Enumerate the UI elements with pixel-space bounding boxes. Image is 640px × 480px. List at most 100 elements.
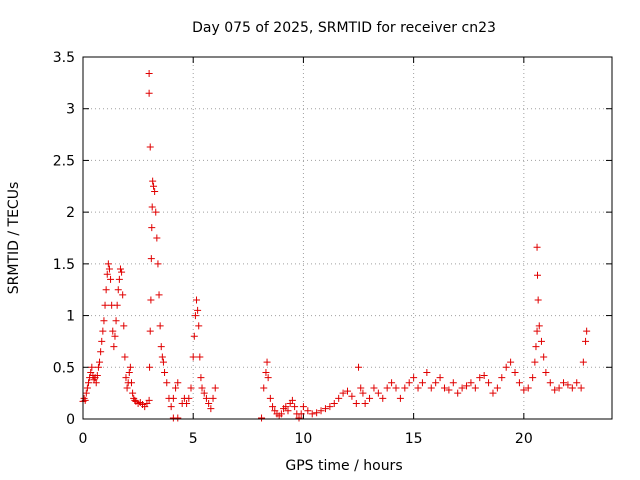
data-point xyxy=(120,322,128,330)
data-point xyxy=(116,265,124,273)
data-point xyxy=(436,374,444,382)
data-point xyxy=(187,384,195,392)
data-point xyxy=(520,386,528,394)
data-point xyxy=(423,368,431,376)
data-point xyxy=(537,337,545,345)
data-point xyxy=(277,410,285,418)
data-point xyxy=(105,265,113,273)
data-point xyxy=(357,384,365,392)
y-tick-label: 0.5 xyxy=(53,360,75,376)
data-point xyxy=(92,379,100,387)
data-point xyxy=(476,374,484,382)
data-point xyxy=(151,187,159,195)
data-point xyxy=(555,384,563,392)
data-point xyxy=(121,353,129,361)
data-point xyxy=(260,384,268,392)
data-point xyxy=(114,286,122,294)
data-point xyxy=(498,374,506,382)
data-point xyxy=(374,389,382,397)
data-point xyxy=(269,403,277,411)
data-point xyxy=(94,363,102,371)
data-point xyxy=(167,403,175,411)
data-point xyxy=(414,384,422,392)
data-point xyxy=(370,384,378,392)
data-point xyxy=(146,327,154,335)
x-tick-label: 5 xyxy=(189,431,198,447)
data-point xyxy=(97,348,105,356)
data-point xyxy=(480,372,488,380)
y-tick-label: 2 xyxy=(66,205,75,221)
gridlines xyxy=(83,57,612,419)
data-point xyxy=(502,363,510,371)
data-point xyxy=(546,379,554,387)
data-point xyxy=(355,363,363,371)
data-point xyxy=(339,389,347,397)
data-point xyxy=(100,317,108,325)
data-point xyxy=(263,358,271,366)
data-point xyxy=(145,70,153,78)
data-point xyxy=(335,394,343,402)
data-point xyxy=(107,275,115,283)
data-point xyxy=(467,379,475,387)
data-point xyxy=(157,343,165,351)
data-point xyxy=(405,379,413,387)
data-point xyxy=(145,89,153,97)
data-point xyxy=(304,407,312,415)
data-point xyxy=(197,374,205,382)
data-point xyxy=(582,337,590,345)
data-point xyxy=(83,384,91,392)
data-point xyxy=(532,343,540,351)
data-point xyxy=(534,296,542,304)
data-point xyxy=(119,291,127,299)
data-point xyxy=(147,255,155,263)
data-point xyxy=(533,243,541,251)
data-point xyxy=(148,203,156,211)
data-point xyxy=(207,405,215,413)
data-point xyxy=(163,379,171,387)
data-point xyxy=(113,301,121,309)
data-point xyxy=(458,384,466,392)
data-point xyxy=(573,379,581,387)
data-point xyxy=(82,389,90,397)
data-point xyxy=(146,143,154,151)
data-point xyxy=(211,384,219,392)
data-point xyxy=(202,394,210,402)
data-point xyxy=(288,396,296,404)
data-point xyxy=(568,384,576,392)
data-point xyxy=(191,312,199,320)
data-point xyxy=(299,403,307,411)
data-point xyxy=(463,382,471,390)
data-point xyxy=(264,374,272,382)
data-point xyxy=(266,394,274,402)
data-point xyxy=(454,389,462,397)
data-point xyxy=(258,414,266,422)
data-point xyxy=(196,353,204,361)
data-point xyxy=(396,394,404,402)
data-point xyxy=(110,343,118,351)
data-point xyxy=(564,381,572,389)
data-point xyxy=(93,372,101,380)
data-point xyxy=(313,409,321,417)
data-point xyxy=(427,384,435,392)
data-point xyxy=(153,234,161,242)
data-point xyxy=(209,394,217,402)
data-point xyxy=(115,275,123,283)
data-point xyxy=(122,374,130,382)
data-point xyxy=(471,384,479,392)
data-point xyxy=(282,403,290,411)
data-point xyxy=(123,384,131,392)
data-point xyxy=(158,353,166,361)
data-point xyxy=(533,327,541,335)
data-point xyxy=(96,358,104,366)
data-point xyxy=(284,407,292,415)
data-point xyxy=(174,414,182,422)
data-point xyxy=(125,368,133,376)
data-point xyxy=(161,368,169,376)
x-axis-label: GPS time / hours xyxy=(285,458,402,474)
data-point xyxy=(111,332,119,340)
data-point xyxy=(401,384,409,392)
data-point xyxy=(440,384,448,392)
data-point xyxy=(533,271,541,279)
data-point xyxy=(99,327,107,335)
